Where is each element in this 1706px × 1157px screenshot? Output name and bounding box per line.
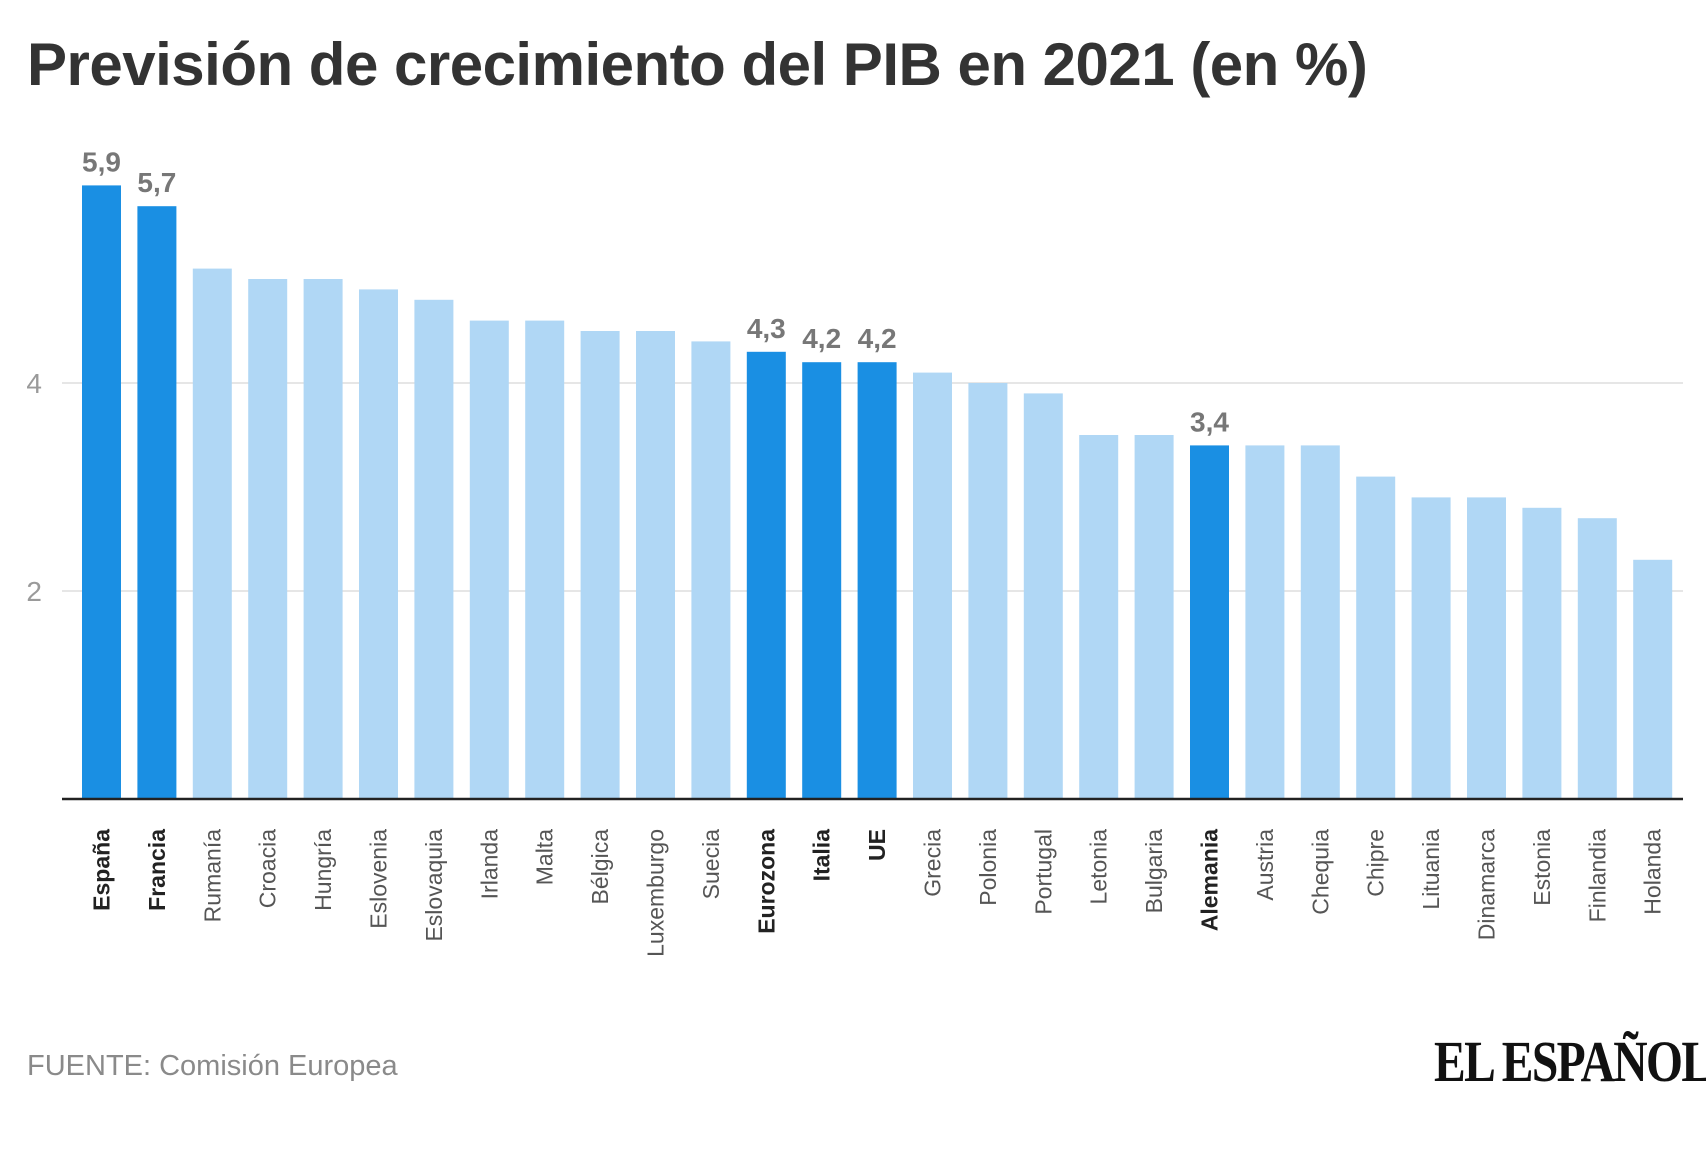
x-tick-label: Chipre <box>1363 829 1389 897</box>
x-tick-label: Luxemburgo <box>643 829 669 957</box>
bar-suecia <box>691 341 731 799</box>
bar-italia <box>802 362 842 799</box>
bar-luxemburgo <box>636 331 675 799</box>
bar-bélgica <box>580 331 620 799</box>
x-tick-label: Lituania <box>1418 829 1444 910</box>
bar-hungría <box>303 279 343 799</box>
x-tick-label: Eslovenia <box>366 829 392 929</box>
bar-eurozona <box>746 351 786 799</box>
bar-eslovenia <box>359 289 398 799</box>
x-tick-label: Holanda <box>1640 829 1666 915</box>
x-tick-label: Letonia <box>1086 829 1112 905</box>
data-label: 4,3 <box>747 313 786 344</box>
x-tick-label: Hungría <box>310 829 336 911</box>
x-tick-label: Portugal <box>1030 829 1056 915</box>
bar-portugal <box>1023 393 1063 799</box>
x-tick-label: Malta <box>532 829 558 885</box>
chart-title: Previsión de crecimiento del PIB en 2021… <box>27 31 1368 98</box>
bar-estonia <box>1522 507 1562 799</box>
x-tick-label: Austria <box>1252 829 1278 901</box>
bar-finlandia <box>1577 518 1617 799</box>
x-tick-label: Chequia <box>1307 829 1333 915</box>
y-tick-label: 4 <box>26 368 42 399</box>
x-tick-label: Estonia <box>1529 829 1555 906</box>
x-tick-label: Bélgica <box>587 829 613 905</box>
x-tick-label: Grecia <box>920 829 946 897</box>
bar-austria <box>1245 445 1285 799</box>
x-tick-label: Bulgaria <box>1141 829 1167 914</box>
bar-chequia <box>1300 445 1340 799</box>
x-tick-label: Eurozona <box>753 829 779 934</box>
x-tick-label: Rumanía <box>199 829 225 923</box>
x-tick-label: Italia <box>809 829 835 882</box>
bar-chipre <box>1356 476 1396 799</box>
bar-alemania <box>1190 445 1229 799</box>
x-tick-label: Polonia <box>975 829 1001 906</box>
x-tick-label: Eslovaquia <box>421 829 447 942</box>
bar-francia <box>137 206 177 799</box>
y-tick-label: 2 <box>26 576 42 607</box>
x-tick-label: España <box>89 829 115 911</box>
bar-eslovaquia <box>414 299 454 799</box>
bar-dinamarca <box>1467 497 1506 799</box>
data-label: 4,2 <box>858 323 897 354</box>
x-tick-label: Francia <box>144 829 170 911</box>
x-tick-label: Dinamarca <box>1474 829 1500 940</box>
bar-españa <box>82 185 121 799</box>
x-tick-label: Alemania <box>1197 829 1223 931</box>
x-tick-label: Suecia <box>698 829 724 900</box>
data-label: 5,9 <box>82 146 121 177</box>
x-tick-label: Finlandia <box>1584 829 1610 923</box>
x-tick-label: Irlanda <box>476 829 502 900</box>
bar-bulgaria <box>1134 435 1174 799</box>
data-label: 5,7 <box>137 167 176 198</box>
bar-polonia <box>968 383 1008 799</box>
el-espanol-logo: EL ESPAÑOL <box>1434 1029 1706 1094</box>
bar-ue <box>857 362 897 799</box>
bar-letonia <box>1079 435 1119 799</box>
data-label: 4,2 <box>802 323 841 354</box>
bar-holanda <box>1633 559 1673 799</box>
data-label: 3,4 <box>1190 406 1229 437</box>
bar-irlanda <box>469 320 509 799</box>
source-note: FUENTE: Comisión Europea <box>27 1050 398 1082</box>
bar-rumanía <box>192 268 232 800</box>
bar-malta <box>525 320 565 799</box>
bar-croacia <box>248 279 288 799</box>
bar-lituania <box>1411 497 1451 799</box>
x-tick-label: Croacia <box>255 829 281 908</box>
x-tick-label: UE <box>864 829 890 861</box>
bar-grecia <box>913 372 952 799</box>
